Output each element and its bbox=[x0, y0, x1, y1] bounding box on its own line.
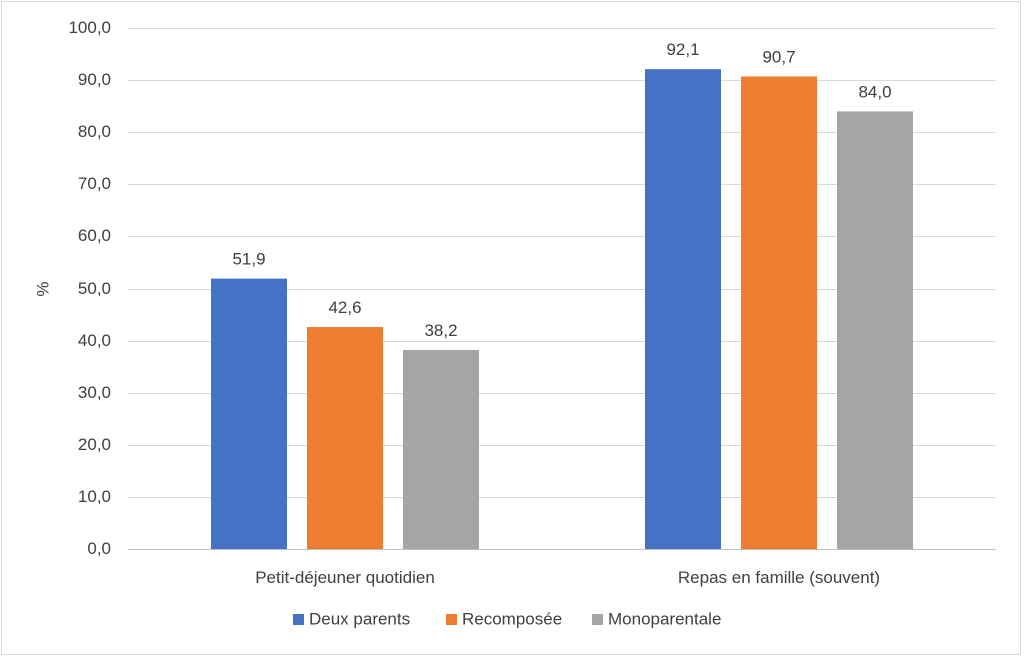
y-tick-label: 70,0 bbox=[78, 174, 111, 193]
data-label: 51,9 bbox=[232, 250, 265, 269]
x-axis-category-labels: Petit-déjeuner quotidien Repas en famille… bbox=[255, 568, 880, 587]
legend-swatch bbox=[592, 614, 603, 625]
x-category-label: Petit-déjeuner quotidien bbox=[255, 568, 435, 587]
y-axis-label: % bbox=[33, 281, 52, 296]
data-label: 92,1 bbox=[666, 40, 699, 59]
bar bbox=[307, 327, 383, 549]
y-tick-label: 100,0 bbox=[68, 18, 111, 37]
y-tick-label: 0,0 bbox=[87, 539, 111, 558]
x-category-label: Repas en famille (souvent) bbox=[678, 568, 880, 587]
legend-label: Recomposée bbox=[462, 609, 562, 628]
legend: Deux parents Recomposée Monoparentale bbox=[293, 609, 721, 628]
legend-label: Monoparentale bbox=[608, 609, 721, 628]
data-label: 90,7 bbox=[762, 47, 795, 66]
y-tick-label: 30,0 bbox=[78, 383, 111, 402]
y-tick-label: 20,0 bbox=[78, 435, 111, 454]
bar bbox=[211, 278, 287, 549]
legend-label: Deux parents bbox=[309, 609, 410, 628]
y-tick-label: 10,0 bbox=[78, 487, 111, 506]
data-label: 42,6 bbox=[328, 298, 361, 317]
y-tick-label: 80,0 bbox=[78, 122, 111, 141]
legend-swatch bbox=[293, 614, 304, 625]
y-tick-label: 90,0 bbox=[78, 70, 111, 89]
bar bbox=[837, 111, 913, 550]
data-label: 84,0 bbox=[858, 82, 891, 101]
bar bbox=[741, 76, 817, 549]
data-labels: 51,9 42,6 38,2 92,1 90,7 84,0 bbox=[232, 40, 891, 340]
data-label: 38,2 bbox=[424, 321, 457, 340]
y-tick-label: 40,0 bbox=[78, 331, 111, 350]
y-tick-label: 50,0 bbox=[78, 279, 111, 298]
bar bbox=[645, 69, 721, 549]
y-tick-label: 60,0 bbox=[78, 226, 111, 245]
bar bbox=[403, 349, 479, 549]
bars bbox=[211, 69, 913, 550]
legend-swatch bbox=[446, 614, 457, 625]
y-axis-tick-labels: 0,0 10,0 20,0 30,0 40,0 50,0 60,0 70,0 80,0 90,0 1… bbox=[68, 18, 111, 558]
